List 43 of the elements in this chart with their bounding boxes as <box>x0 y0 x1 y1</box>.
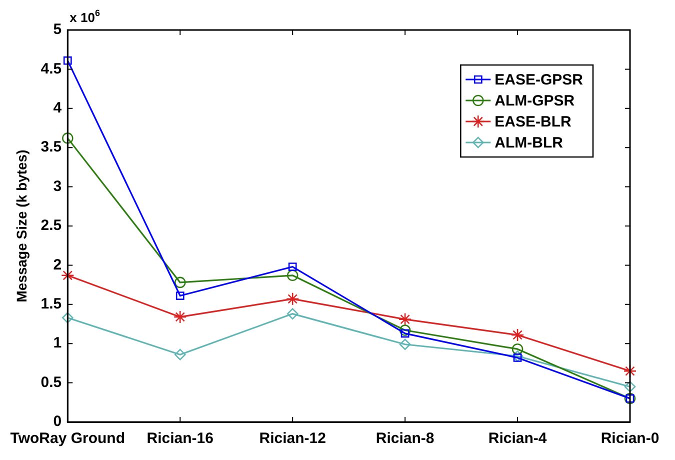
point <box>63 56 72 65</box>
point <box>288 262 297 271</box>
point <box>286 270 298 282</box>
point <box>286 292 300 306</box>
x-tick-label: Rician-4 <box>488 430 548 448</box>
point <box>174 348 186 360</box>
point <box>62 312 74 324</box>
point <box>624 381 636 392</box>
x-tick-label: TwoRay Ground <box>10 430 126 448</box>
x-tick-label: Rician-12 <box>259 430 326 448</box>
y-tick-label: 3 <box>53 178 62 195</box>
point <box>398 312 412 326</box>
legend-label: ALM-GPSR <box>494 92 575 110</box>
y-tick-label: 3.5 <box>40 138 62 156</box>
y-tick-label: 2 <box>53 256 62 274</box>
point <box>400 329 410 338</box>
y-tick-label: 4 <box>53 100 62 117</box>
point <box>174 276 186 288</box>
point <box>61 268 74 282</box>
point <box>512 343 524 355</box>
point <box>286 308 298 320</box>
y-tick-label: 2.5 <box>40 217 62 234</box>
y-tick-label: 4.5 <box>40 60 62 78</box>
legend-label: EASE-GPSR <box>494 72 584 89</box>
x-tick-label: Rician-0 <box>600 430 660 448</box>
point <box>510 328 524 342</box>
point <box>399 338 411 350</box>
x-tick-label: Rician-8 <box>376 430 434 448</box>
point <box>399 324 411 336</box>
x-tick-label: Rician-16 <box>146 430 214 448</box>
point <box>173 310 187 324</box>
y-tick-label: 1.5 <box>40 296 62 313</box>
point <box>62 132 74 144</box>
y-tick-label: 0.5 <box>40 374 62 391</box>
y-axis-title: Message Size (k bytes) <box>13 150 30 302</box>
legend-label: EASE-BLR <box>494 114 572 131</box>
point <box>623 364 637 378</box>
y-tick-label: 5 <box>53 21 62 38</box>
legend-label: ALM-BLR <box>494 134 564 152</box>
y-tick-label: 0 <box>53 413 62 430</box>
point <box>512 350 524 362</box>
y-tick-label: 1 <box>53 334 62 352</box>
point <box>176 292 184 300</box>
